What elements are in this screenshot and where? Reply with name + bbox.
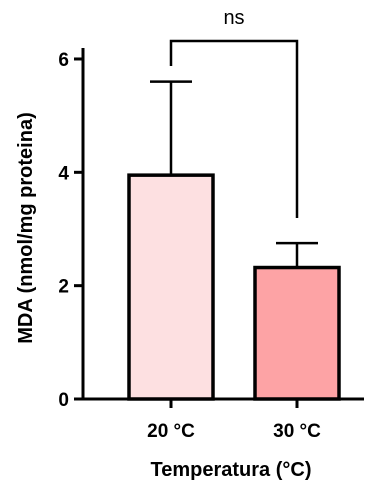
x-ticks: 20 °C 30 °C (147, 399, 321, 442)
significance-label: ns (223, 7, 244, 29)
y-ticks: 0 2 4 6 (58, 50, 83, 411)
y-tick-label: 6 (58, 50, 69, 71)
significance-line (169, 39, 299, 218)
x-tick-label: 20 °C (147, 421, 195, 442)
y-axis-title: MDA (nmol/mg proteina) (15, 112, 37, 343)
bar-1 (127, 173, 215, 401)
significance-bracket: ns (169, 7, 299, 218)
y-tick-label: 4 (58, 163, 69, 184)
x-axis-title: Temperatura (°C) (151, 459, 312, 481)
y-tick-label: 0 (58, 390, 69, 411)
bars (127, 80, 341, 401)
x-tick-label: 30 °C (273, 421, 321, 442)
bar-2 (253, 265, 341, 401)
y-tick-label: 2 (58, 277, 69, 298)
